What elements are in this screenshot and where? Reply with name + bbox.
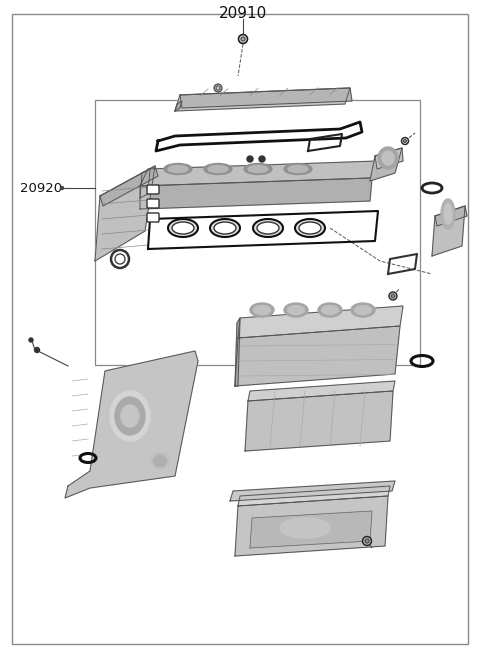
Polygon shape [65, 351, 198, 498]
Text: 20920: 20920 [20, 182, 62, 194]
Ellipse shape [288, 165, 308, 173]
Polygon shape [140, 169, 150, 198]
Polygon shape [238, 486, 390, 506]
Polygon shape [238, 306, 403, 338]
Ellipse shape [355, 306, 372, 314]
Polygon shape [180, 88, 352, 108]
Ellipse shape [204, 163, 232, 174]
Ellipse shape [322, 306, 338, 314]
Circle shape [389, 292, 397, 300]
Polygon shape [235, 318, 240, 386]
Circle shape [214, 84, 222, 92]
Ellipse shape [253, 306, 271, 314]
Ellipse shape [318, 303, 342, 317]
Ellipse shape [154, 455, 167, 467]
Polygon shape [370, 148, 402, 181]
Ellipse shape [172, 222, 194, 234]
FancyBboxPatch shape [147, 185, 159, 194]
Polygon shape [175, 88, 350, 111]
Ellipse shape [295, 219, 325, 237]
Ellipse shape [164, 163, 192, 174]
Ellipse shape [351, 303, 375, 317]
Ellipse shape [284, 163, 312, 174]
Circle shape [239, 35, 248, 43]
Polygon shape [140, 178, 372, 209]
Ellipse shape [210, 219, 240, 237]
Ellipse shape [168, 165, 188, 173]
Polygon shape [230, 481, 395, 501]
Polygon shape [235, 326, 400, 386]
Circle shape [259, 156, 265, 162]
Polygon shape [245, 391, 393, 451]
Polygon shape [235, 496, 388, 556]
Circle shape [362, 537, 372, 546]
Ellipse shape [444, 204, 452, 224]
Ellipse shape [208, 165, 228, 173]
Circle shape [404, 140, 407, 142]
Ellipse shape [250, 303, 274, 317]
Ellipse shape [441, 199, 455, 229]
Ellipse shape [284, 303, 308, 317]
Polygon shape [248, 381, 395, 401]
Ellipse shape [257, 222, 279, 234]
FancyBboxPatch shape [147, 199, 159, 208]
Polygon shape [375, 148, 403, 169]
Polygon shape [95, 166, 155, 261]
Polygon shape [140, 161, 378, 186]
Ellipse shape [244, 163, 272, 174]
Circle shape [391, 294, 395, 298]
Circle shape [115, 254, 125, 264]
Circle shape [111, 250, 129, 268]
Ellipse shape [110, 391, 150, 441]
Circle shape [60, 186, 63, 190]
Ellipse shape [280, 518, 330, 538]
Ellipse shape [150, 452, 170, 470]
Circle shape [401, 138, 408, 144]
Ellipse shape [253, 219, 283, 237]
Ellipse shape [299, 222, 321, 234]
Ellipse shape [248, 165, 268, 173]
Text: 20910: 20910 [219, 5, 267, 20]
Ellipse shape [288, 306, 304, 314]
Polygon shape [100, 166, 158, 206]
Ellipse shape [378, 147, 398, 169]
Circle shape [247, 156, 253, 162]
FancyBboxPatch shape [147, 213, 159, 222]
Polygon shape [435, 206, 467, 226]
Bar [95, 100, 420, 365]
Polygon shape [250, 511, 372, 548]
Polygon shape [432, 206, 465, 256]
Ellipse shape [214, 222, 236, 234]
Circle shape [216, 86, 220, 90]
Circle shape [365, 539, 369, 543]
Ellipse shape [382, 151, 394, 165]
Ellipse shape [121, 405, 139, 427]
Circle shape [35, 348, 39, 352]
Ellipse shape [168, 219, 198, 237]
Circle shape [29, 338, 33, 342]
Polygon shape [175, 101, 182, 111]
Ellipse shape [115, 397, 145, 435]
Circle shape [241, 37, 245, 41]
